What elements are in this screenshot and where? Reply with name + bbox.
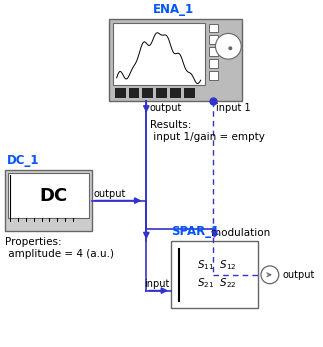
Text: $S_{11}$  $S_{12}$: $S_{11}$ $S_{12}$ <box>197 258 236 272</box>
Text: output: output <box>283 270 315 280</box>
Text: input 1/gain = empty: input 1/gain = empty <box>150 132 265 142</box>
Circle shape <box>261 266 279 284</box>
Bar <box>129 88 140 98</box>
Bar <box>209 24 218 33</box>
Text: output: output <box>94 189 126 198</box>
Text: Properties:: Properties: <box>5 237 62 247</box>
Text: modulation: modulation <box>211 228 270 238</box>
Bar <box>5 170 92 231</box>
Text: Results:: Results: <box>150 120 192 130</box>
Bar <box>209 71 218 80</box>
Bar <box>184 88 195 98</box>
Circle shape <box>215 33 241 59</box>
Text: DC_1: DC_1 <box>7 154 39 167</box>
Bar <box>156 88 167 98</box>
Text: DC: DC <box>39 187 68 205</box>
Bar <box>171 241 258 308</box>
Bar <box>142 88 153 98</box>
Bar <box>209 47 218 56</box>
Text: amplitude = 4 (a.u.): amplitude = 4 (a.u.) <box>5 249 114 259</box>
Bar <box>209 35 218 44</box>
Bar <box>109 19 242 101</box>
Bar <box>115 88 126 98</box>
Bar <box>113 23 205 85</box>
Circle shape <box>228 46 232 50</box>
Text: output: output <box>149 103 182 113</box>
Text: input 1: input 1 <box>215 103 250 113</box>
Text: SPAR_1: SPAR_1 <box>171 225 219 238</box>
Bar <box>170 88 181 98</box>
Text: ENA_1: ENA_1 <box>153 3 194 16</box>
Text: input: input <box>144 279 169 289</box>
Text: $S_{21}$  $S_{22}$: $S_{21}$ $S_{22}$ <box>197 276 236 290</box>
Bar <box>209 59 218 68</box>
Bar <box>8 173 89 218</box>
